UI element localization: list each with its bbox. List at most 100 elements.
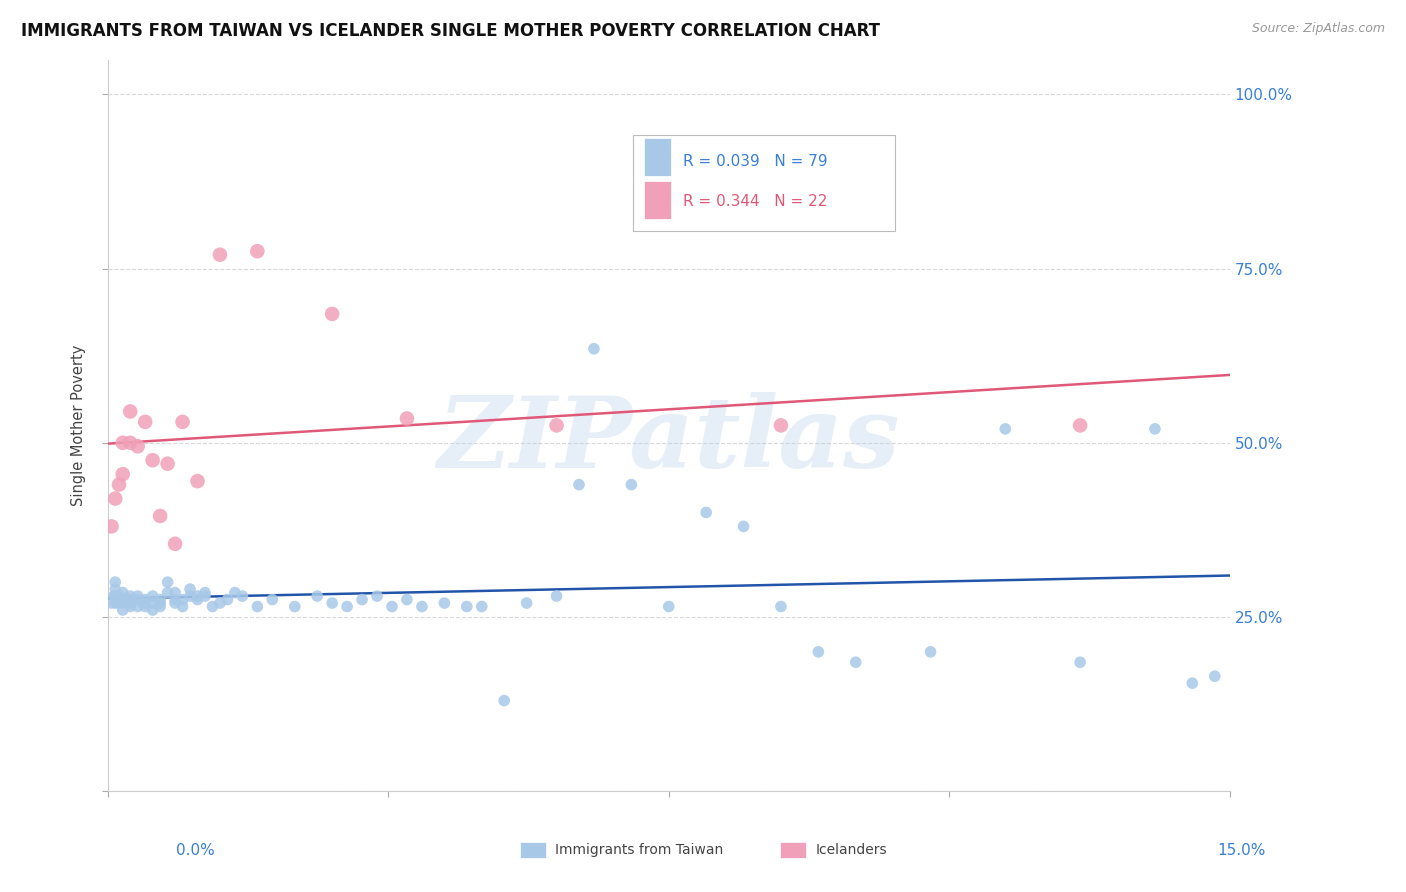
Point <box>620 477 643 491</box>
Point <box>516 596 538 610</box>
Point <box>165 592 187 607</box>
Point <box>179 582 201 596</box>
Point <box>246 599 269 614</box>
Point <box>395 592 418 607</box>
Point <box>134 592 156 607</box>
Point <box>546 589 568 603</box>
Point <box>142 603 165 617</box>
Point <box>127 439 149 453</box>
Point <box>1204 669 1226 683</box>
Point <box>321 596 343 610</box>
Point <box>115 592 138 607</box>
Point <box>336 599 359 614</box>
Point <box>149 599 172 614</box>
Point <box>1069 418 1091 433</box>
Point <box>494 693 516 707</box>
Text: IMMIGRANTS FROM TAIWAN VS ICELANDER SINGLE MOTHER POVERTY CORRELATION CHART: IMMIGRANTS FROM TAIWAN VS ICELANDER SING… <box>21 22 880 40</box>
Point <box>142 453 165 467</box>
Point <box>104 575 127 590</box>
FancyBboxPatch shape <box>644 181 671 219</box>
Point <box>127 589 149 603</box>
Point <box>142 596 165 610</box>
Point <box>156 585 179 599</box>
Point <box>111 592 134 607</box>
Point <box>733 519 755 533</box>
Point <box>1143 422 1166 436</box>
Point <box>179 589 201 603</box>
Point <box>186 592 208 607</box>
Point <box>103 589 125 603</box>
Point <box>149 596 172 610</box>
Point <box>111 596 134 610</box>
Point <box>246 244 269 259</box>
Point <box>769 599 792 614</box>
Point <box>194 589 217 603</box>
Point <box>156 457 179 471</box>
Point <box>845 655 868 669</box>
Point <box>142 589 165 603</box>
Point <box>104 582 127 596</box>
Point <box>208 248 231 262</box>
Point <box>1069 655 1091 669</box>
Point <box>172 415 194 429</box>
Point <box>568 477 591 491</box>
Point <box>920 645 942 659</box>
Point <box>807 645 830 659</box>
Point <box>658 599 681 614</box>
Point <box>224 585 246 599</box>
Point <box>381 599 404 614</box>
Point <box>111 435 134 450</box>
Point <box>127 592 149 607</box>
Point <box>165 585 187 599</box>
Point <box>108 596 131 610</box>
Point <box>186 474 208 488</box>
Text: 0.0%: 0.0% <box>176 843 215 858</box>
Point <box>201 599 224 614</box>
Point <box>120 596 142 610</box>
Point <box>100 596 122 610</box>
Point <box>411 599 433 614</box>
Point <box>120 435 142 450</box>
Text: ZIPatlas: ZIPatlas <box>437 392 900 488</box>
Y-axis label: Single Mother Poverty: Single Mother Poverty <box>72 344 86 506</box>
FancyBboxPatch shape <box>644 138 671 176</box>
Point <box>134 415 156 429</box>
Point <box>695 506 717 520</box>
Point <box>456 599 478 614</box>
Point <box>284 599 307 614</box>
Point <box>134 599 156 614</box>
Text: 15.0%: 15.0% <box>1218 843 1265 858</box>
Text: Source: ZipAtlas.com: Source: ZipAtlas.com <box>1251 22 1385 36</box>
Point <box>307 589 329 603</box>
Point <box>262 592 284 607</box>
Point <box>165 596 187 610</box>
Point <box>120 589 142 603</box>
Point <box>111 603 134 617</box>
Point <box>172 592 194 607</box>
Point <box>172 599 194 614</box>
Point <box>366 589 388 603</box>
Point <box>149 592 172 607</box>
Point <box>120 592 142 607</box>
Point <box>100 519 122 533</box>
Point <box>194 585 217 599</box>
Point <box>217 592 239 607</box>
Point <box>769 418 792 433</box>
Point <box>321 307 343 321</box>
Point <box>108 477 131 491</box>
Point <box>433 596 456 610</box>
Text: Icelanders: Icelanders <box>815 843 887 857</box>
Point <box>994 422 1017 436</box>
Point <box>111 467 134 482</box>
Point <box>120 599 142 614</box>
Point <box>111 585 134 599</box>
Point <box>104 596 127 610</box>
Point <box>1181 676 1204 690</box>
Point <box>120 404 142 418</box>
Point <box>352 592 374 607</box>
Point <box>104 491 127 506</box>
Text: Immigrants from Taiwan: Immigrants from Taiwan <box>555 843 724 857</box>
Point <box>395 411 418 425</box>
Point <box>186 589 208 603</box>
Point <box>471 599 494 614</box>
